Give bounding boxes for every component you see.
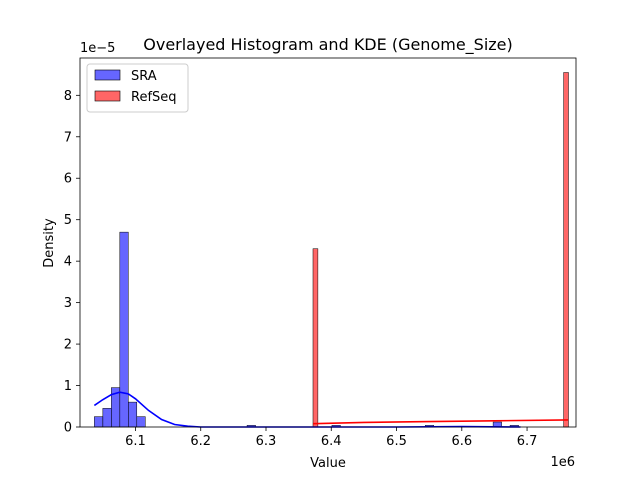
sra-bar-3: [119, 231, 129, 428]
x-offset-label: 1e6: [550, 455, 575, 470]
sra-bar-0: [94, 416, 104, 428]
y-tick-label: 4: [64, 255, 72, 270]
x-tick-label: 6.3: [256, 434, 277, 449]
plot-area-frame: [79, 57, 577, 428]
x-tick-label: 6.7: [517, 434, 538, 449]
chart-title: Overlayed Histogram and KDE (Genome_Size…: [143, 35, 513, 55]
x-tick-label: 6.2: [190, 434, 211, 449]
sra-bar-5: [136, 416, 146, 428]
sra-bar-1: [102, 408, 112, 428]
refseq-bar-0: [312, 248, 319, 428]
y-offset-label: 1e−5: [80, 41, 115, 56]
y-tick-label: 6: [64, 172, 72, 187]
y-tick-label: 2: [64, 338, 72, 353]
x-tick-label: 6.6: [451, 434, 472, 449]
y-axis-label: Density: [42, 218, 57, 268]
refseq-bar-1: [563, 72, 569, 428]
legend-swatch-sra: [94, 69, 121, 81]
legend: SRA RefSeq: [86, 63, 189, 113]
refseq-kde-line: [312, 419, 569, 425]
y-axis-ticks: 0 1 2 3 4 5 6 7 8: [64, 89, 80, 436]
legend-label-refseq: RefSeq: [131, 90, 177, 105]
x-tick-label: 6.5: [386, 434, 407, 449]
y-tick-label: 0: [64, 421, 72, 436]
legend-label-sra: SRA: [131, 69, 157, 84]
legend-swatch-refseq: [94, 90, 121, 102]
x-axis-ticks: 6.1 6.2 6.3 6.4 6.5 6.6 6.7: [125, 427, 537, 449]
y-tick-label: 7: [64, 130, 72, 145]
y-tick-label: 5: [64, 213, 72, 228]
y-tick-label: 3: [64, 296, 72, 311]
y-tick-label: 1: [64, 379, 72, 394]
sra-bar-4: [128, 401, 138, 428]
x-tick-label: 6.1: [125, 434, 146, 449]
x-axis-label: Value: [310, 456, 346, 471]
x-tick-label: 6.4: [321, 434, 342, 449]
y-tick-label: 8: [64, 89, 72, 104]
